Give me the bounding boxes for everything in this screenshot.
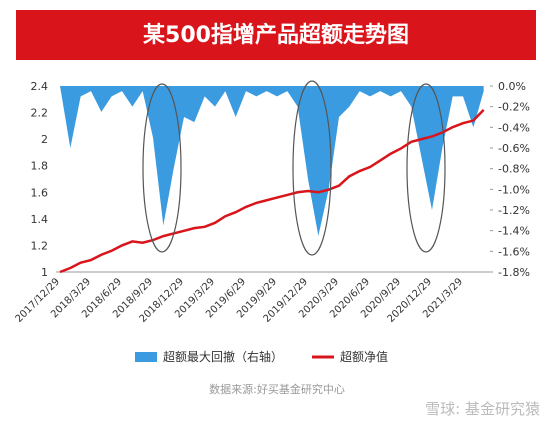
legend-swatch <box>135 352 157 362</box>
y-tick-label: 1 <box>41 266 48 279</box>
highlight-ellipses <box>142 80 446 256</box>
chart-title: 某500指增产品超额走势图 <box>143 22 409 48</box>
title-banner <box>16 10 536 60</box>
y2-tick-label: -1.2% <box>498 204 530 217</box>
y2-tick-label: -0.4% <box>498 121 530 134</box>
ellipse <box>142 83 182 253</box>
y-tick-label: 2.2 <box>31 107 49 120</box>
y-tick-label: 1.2 <box>31 239 49 252</box>
drawdown-area <box>60 86 484 236</box>
ellipse <box>292 80 332 256</box>
source: 数据来源:好买基金研究中心 <box>209 382 345 396</box>
legend-label: 超额最大回撤（右轴） <box>163 349 283 364</box>
legend-label: 超额净值 <box>340 349 388 364</box>
y2-tick-label: -1.8% <box>498 266 530 279</box>
y2-tick-label: -0.2% <box>498 101 530 114</box>
y-tick-label: 2.4 <box>31 80 49 93</box>
y2-tick-label: 0.0% <box>498 80 526 93</box>
y-tick-label: 1.6 <box>31 186 49 199</box>
y-tick-label: 2 <box>41 133 48 146</box>
y-tick-label: 1.4 <box>31 213 49 226</box>
net-value-line <box>59 109 485 274</box>
y2-tick-label: -1.0% <box>498 183 530 196</box>
y2-tick-label: -0.6% <box>498 142 530 155</box>
y2-tick-label: -0.8% <box>498 163 530 176</box>
y-tick-label: 1.8 <box>31 160 49 173</box>
watermark: 雪球: 基金研究猿 <box>425 400 540 418</box>
ellipse <box>406 83 446 253</box>
y2-tick-label: -1.4% <box>498 225 530 238</box>
y2-tick-label: -1.6% <box>498 245 530 258</box>
